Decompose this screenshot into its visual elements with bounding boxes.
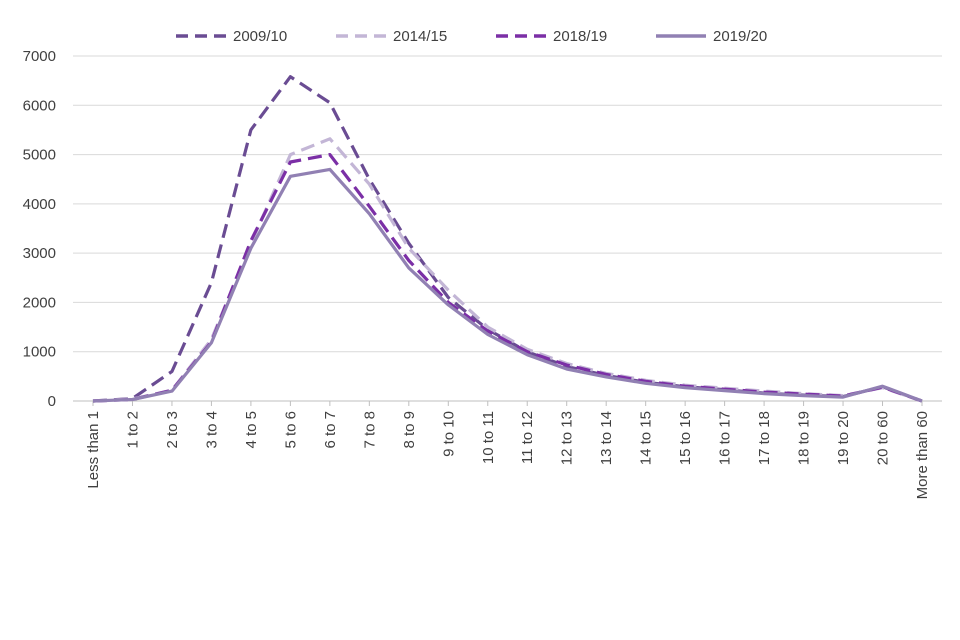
y-tick-label: 2000 — [23, 294, 56, 311]
x-tick-label: 11 to 12 — [519, 411, 536, 464]
x-tick-label: 5 to 6 — [282, 411, 299, 449]
y-axis: 0 1000 2000 3000 4000 5000 6000 7000 — [23, 48, 56, 410]
series-line-2014-15 — [92, 137, 923, 403]
series-lines — [92, 75, 923, 403]
series-line-2019-20 — [92, 167, 923, 403]
x-tick-label: 17 to 18 — [756, 411, 773, 465]
x-tick-label: More than 60 — [914, 411, 931, 499]
y-tick-label: 7000 — [23, 48, 56, 65]
legend-label: 2019/20 — [713, 28, 767, 45]
legend-label: 2018/19 — [553, 28, 607, 45]
x-tick-label: 7 to 8 — [361, 411, 378, 449]
x-tick-label: 18 to 19 — [796, 411, 813, 465]
x-tick-label: 13 to 14 — [598, 411, 615, 465]
y-tick-label: 6000 — [23, 97, 56, 114]
x-tick-label: 16 to 17 — [717, 411, 734, 465]
x-axis: Less than 1 1 to 2 2 to 3 3 to 4 4 to 5 5 to … — [73, 400, 942, 499]
x-tick-label: 10 to 11 — [480, 411, 497, 464]
x-tick-label: 19 to 20 — [835, 411, 852, 465]
grid-lines — [73, 55, 942, 353]
y-tick-label: 0 — [48, 393, 56, 410]
x-tick-label: Less than 1 — [85, 411, 102, 489]
x-tick-label: 15 to 16 — [677, 411, 694, 465]
legend-label: 2014/15 — [393, 28, 447, 45]
x-tick-label: 2 to 3 — [164, 411, 181, 449]
legend: 2009/10 2014/15 2018/19 2019/20 — [176, 28, 767, 45]
x-tick-label: 12 to 13 — [559, 411, 576, 465]
x-tick-label: 4 to 5 — [243, 411, 260, 449]
x-tick-label: 9 to 10 — [440, 411, 457, 457]
legend-label: 2009/10 — [233, 28, 287, 45]
y-tick-label: 3000 — [23, 245, 56, 262]
x-tick-label: 8 to 9 — [401, 411, 418, 449]
y-tick-label: 1000 — [23, 344, 56, 361]
y-tick-label: 4000 — [23, 196, 56, 213]
x-tick-label: 3 to 4 — [203, 411, 220, 449]
y-tick-label: 5000 — [23, 147, 56, 164]
series-line-2009-10 — [92, 75, 923, 403]
x-tick-label: 20 to 60 — [875, 411, 892, 465]
x-tick-label: 6 to 7 — [322, 411, 339, 449]
x-tick-label: 14 to 15 — [638, 411, 655, 465]
series-line-2018-19 — [92, 153, 923, 403]
x-tick-label: 1 to 2 — [124, 411, 141, 449]
